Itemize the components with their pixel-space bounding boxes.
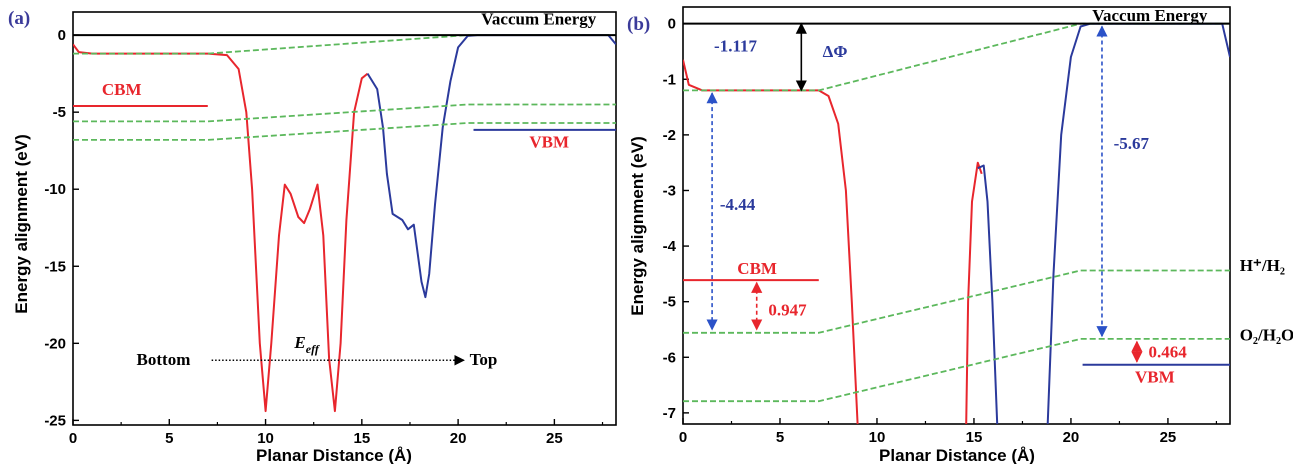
panel-b-annotation: 0.464 bbox=[1149, 342, 1188, 361]
panel-a-series-blue-line bbox=[366, 34, 616, 299]
panel-a-frame bbox=[72, 11, 617, 426]
panel-a-annotation: Top bbox=[470, 350, 498, 369]
panel-b-series-red-line bbox=[683, 59, 859, 424]
panel-b-series-green-dashed-line bbox=[683, 269, 1230, 334]
panel-b-x-tick-label: 10 bbox=[869, 429, 886, 446]
panel-a-x-tick-label: 10 bbox=[257, 430, 274, 447]
panel-b-series-group bbox=[683, 22, 1230, 424]
panel-a-annotation: Bottom bbox=[137, 350, 191, 369]
panel-b-x-tick-label: 20 bbox=[1063, 429, 1080, 446]
panel-a-x-tick-label: 15 bbox=[353, 430, 370, 447]
panel-b-chart: (b) 0 5 10 15 20 25 0 -1 -2 -3 -4 -5 -6 -7 CBM VBM Vaccu… bbox=[627, 6, 1293, 464]
panel-b-x-tick-label: 0 bbox=[679, 429, 687, 446]
panel-b-annotation: Vaccum Energy bbox=[1092, 6, 1208, 25]
panel-b-x-tick-label: 25 bbox=[1160, 429, 1177, 446]
panel-b-annotation: -5.67 bbox=[1114, 134, 1150, 153]
panel-b-frame bbox=[682, 6, 1231, 425]
panel-a-y-tick-label: -15 bbox=[44, 258, 66, 275]
panel-b-x-tick-label: 15 bbox=[966, 429, 983, 446]
panel-a-cbm-label: CBM bbox=[102, 80, 142, 99]
panel-a-annotation: Vaccum Energy bbox=[481, 9, 597, 28]
panel-b-y-tick-label: -3 bbox=[663, 182, 676, 199]
panel-a-y-tick-label: -10 bbox=[44, 181, 66, 198]
panel-a-series-green-dashed-line bbox=[73, 122, 616, 141]
panel-b-annotation: O₂/H₂O bbox=[1240, 326, 1293, 345]
panel-a-x-tick-label: 5 bbox=[165, 430, 173, 447]
panel-a-y-tick-label: -25 bbox=[44, 412, 66, 429]
panel-a-series-group bbox=[73, 34, 616, 413]
panel-a-series-green-dashed-line bbox=[73, 34, 616, 55]
panel-b-series-blue-line bbox=[977, 164, 999, 424]
panel-b-plot-area: 0 5 10 15 20 25 0 -1 -2 -3 -4 -5 -6 -7 CBM VBM Vaccum En… bbox=[663, 6, 1293, 446]
panel-a-x-tick-label: 25 bbox=[546, 430, 563, 447]
panel-a-vbm-label: VBM bbox=[529, 133, 569, 152]
panel-b-y-tick-label: 0 bbox=[668, 16, 676, 33]
panel-a-series-green-dashed-line bbox=[73, 103, 616, 123]
panel-a-y-tick-label: 0 bbox=[58, 27, 66, 44]
panel-b-y-tick-label: -5 bbox=[663, 294, 676, 311]
panel-a-chart: (a) 0 5 10 15 20 25 0 -5 -10 -15 -20 -25 CBM VBM Vaccu… bbox=[8, 8, 617, 464]
panel-b-series-green-dashed-line bbox=[683, 22, 1230, 92]
panel-a-x-tick-label: 20 bbox=[450, 430, 467, 447]
panel-b-series-red-line bbox=[965, 161, 983, 424]
panel-b-y-axis-title: Energy alignment (eV) bbox=[628, 136, 647, 315]
panel-a-x-axis-title: Planar Distance (Å) bbox=[256, 446, 412, 464]
panel-a-y-tick-label: -5 bbox=[53, 104, 66, 121]
panel-a-plot-area: 0 5 10 15 20 25 0 -5 -10 -15 -20 -25 CBM VBM Vaccum En… bbox=[44, 9, 617, 447]
panel-a-letter: (a) bbox=[8, 8, 30, 29]
panel-b-annotation: ΔΦ bbox=[823, 42, 848, 61]
panel-b-y-tick-label: -1 bbox=[663, 71, 676, 88]
panel-b-x-tick-label: 5 bbox=[776, 429, 784, 446]
panel-b-annotation: 0.947 bbox=[768, 301, 807, 320]
panel-b-y-tick-label: -4 bbox=[663, 238, 677, 255]
panel-b-annotation: -1.117 bbox=[714, 36, 757, 55]
panel-b-annotation: H⁺/H₂ bbox=[1240, 256, 1285, 275]
panel-b-series-green-dashed-line bbox=[683, 338, 1230, 403]
panel-a-series-red-line bbox=[73, 43, 369, 413]
panel-a-annotation: Eeff bbox=[293, 333, 319, 356]
panel-b-vbm-label: VBM bbox=[1135, 367, 1175, 386]
panel-b-y-tick-label: -2 bbox=[663, 127, 676, 144]
panel-b-x-axis-title: Planar Distance (Å) bbox=[879, 446, 1035, 464]
panel-a-x-tick-label: 0 bbox=[69, 430, 77, 447]
panel-a-y-axis-title: Energy alignment (eV) bbox=[12, 134, 31, 313]
panel-b-annotation: -4.44 bbox=[720, 195, 756, 214]
panel-b-y-tick-label: -6 bbox=[663, 349, 676, 366]
panel-b-cbm-label: CBM bbox=[737, 259, 777, 278]
panel-b-y-tick-label: -7 bbox=[663, 405, 676, 422]
panel-b-letter: (b) bbox=[627, 14, 650, 35]
panel-a-y-tick-label: -20 bbox=[44, 335, 66, 352]
